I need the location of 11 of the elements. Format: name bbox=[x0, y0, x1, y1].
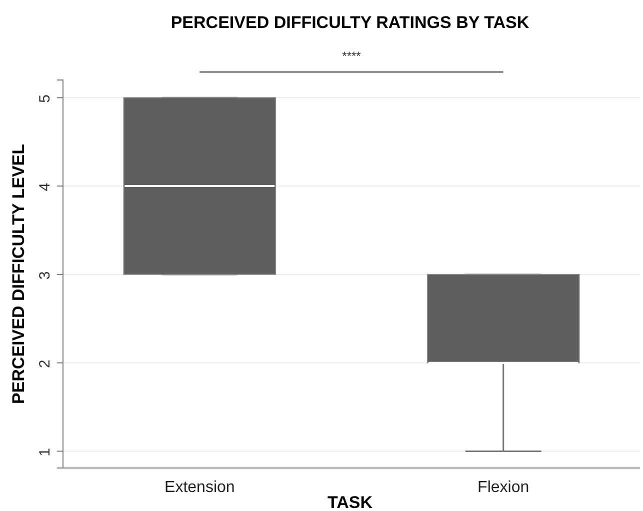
x-tick-label: Extension bbox=[164, 478, 235, 496]
x-tick-label: Flexion bbox=[478, 478, 530, 496]
y-tick-label: 3 bbox=[36, 271, 54, 280]
x-axis-title: TASK bbox=[327, 493, 374, 511]
y-tick-label: 2 bbox=[36, 360, 54, 368]
y-tick-label: 4 bbox=[36, 182, 54, 192]
y-axis-title: PERCEIVED DIFFICULTY LEVEL bbox=[9, 144, 28, 404]
y-tick-label: 5 bbox=[36, 94, 54, 103]
chart-title: PERCEIVED DIFFICULTY RATINGS BY TASK bbox=[170, 13, 530, 32]
text: **** bbox=[342, 49, 362, 63]
y-tick-label: 1 bbox=[36, 448, 54, 456]
